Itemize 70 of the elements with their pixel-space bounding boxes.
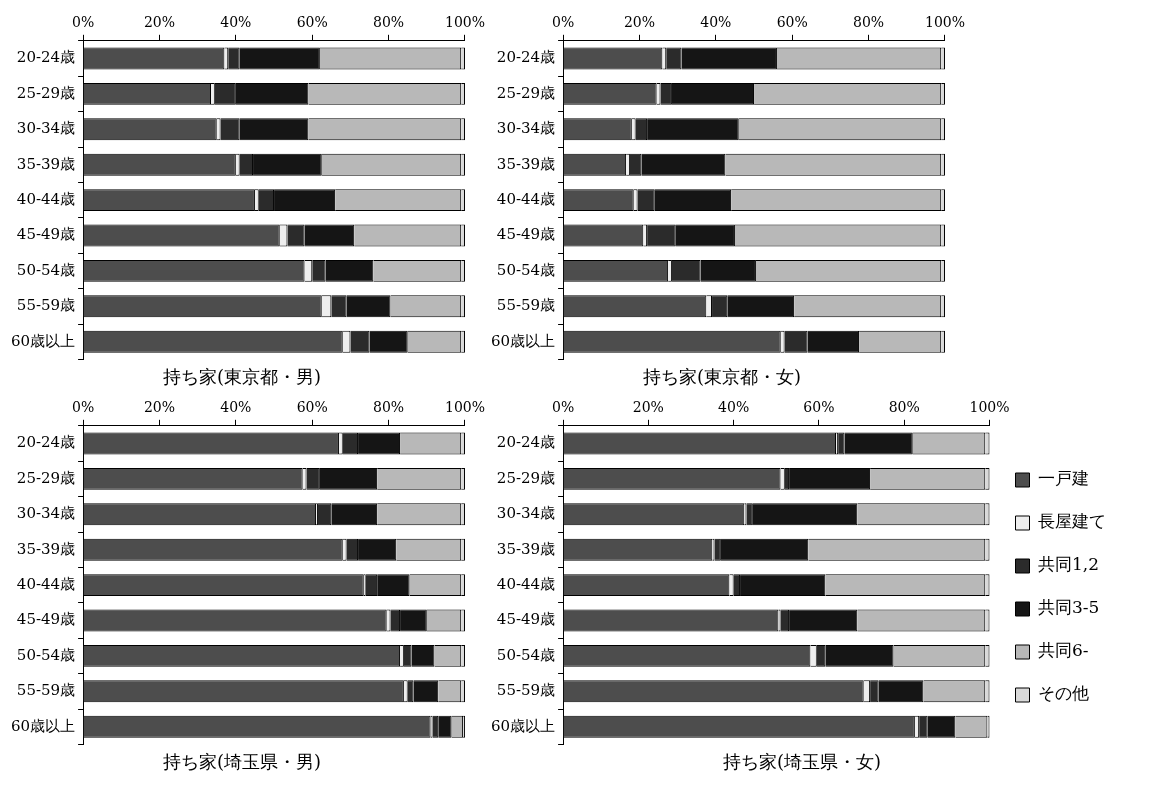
x-tick-label: 60% [776,14,808,31]
y-tick-label: 35-39歳 [496,154,556,173]
x-tick-label: 40% [700,14,732,31]
y-tick-label: 60歳以上 [490,331,556,350]
x-tick-label: 60% [296,14,328,31]
text: 持ち家(東京都・男) [162,365,322,387]
x-tick-label: 100% [969,399,1010,416]
x-tick-label: 0% [71,399,95,416]
y-tick-label: 30-34歳 [16,119,76,138]
y-tick-label: 25-29歳 [496,83,556,102]
legend-label: 一戸建 [1038,468,1089,489]
y-tick-label: 30-34歳 [496,504,556,523]
legend-label: 長屋建て [1038,511,1106,532]
x-tick-label: 100% [924,14,965,31]
y-tick-label: 35-39歳 [16,154,76,173]
y-tick-label: 50-54歳 [16,645,76,664]
y-tick-label: 55-59歳 [16,296,76,315]
y-tick-label: 20-24歳 [16,48,76,67]
x-tick-label: 20% [143,399,176,416]
y-tick-label: 25-29歳 [16,83,76,102]
y-tick-label: 55-59歳 [496,681,556,700]
y-tick-label: 35-39歳 [16,539,76,558]
y-tick-label: 20-24歳 [496,433,556,452]
y-tick-label: 45-49歳 [496,610,556,629]
y-tick-label: 25-29歳 [16,468,76,487]
y-tick-label: 55-59歳 [496,296,556,315]
x-tick-label: 40% [718,399,750,416]
x-tick-label: 80% [373,14,405,31]
x-tick-label: 80% [373,399,405,416]
y-tick-label: 35-39歳 [496,539,556,558]
x-tick-label: 60% [296,399,328,416]
y-tick-label: 40-44歳 [496,189,556,208]
y-tick-label: 25-29歳 [496,468,556,487]
y-tick-label: 20-24歳 [496,48,556,67]
y-tick-label: 60歳以上 [10,716,76,735]
text: 持ち家(東京都・女) [642,365,802,387]
y-tick-label: 45-49歳 [16,225,76,244]
y-tick-label: 50-54歳 [496,260,556,279]
x-tick-label: 80% [853,14,885,31]
text: 持ち家(埼玉県・女) [722,750,882,772]
y-tick-label: 40-44歳 [16,189,76,208]
y-tick-label: 30-34歳 [16,504,76,523]
y-tick-label: 40-44歳 [496,574,556,593]
x-tick-label: 80% [888,399,920,416]
x-tick-label: 100% [444,14,485,31]
x-tick-label: 20% [632,399,664,416]
y-tick-label: 60歳以上 [490,716,556,735]
y-tick-label: 45-49歳 [496,225,556,244]
x-tick-label: 40% [220,14,252,31]
x-tick-label: 0% [551,399,575,416]
y-tick-label: 20-24歳 [16,433,76,452]
y-tick-label: 60歳以上 [10,331,76,350]
y-tick-label: 50-54歳 [16,260,76,279]
y-tick-label: 55-59歳 [16,681,76,700]
x-tick-label: 20% [623,14,656,31]
x-tick-label: 20% [143,14,176,31]
legend-label: 共同3-5 [1038,597,1100,618]
legend-label: その他 [1038,683,1089,704]
x-tick-label: 100% [444,399,485,416]
y-tick-label: 45-49歳 [16,610,76,629]
y-tick-label: 50-54歳 [496,645,556,664]
x-tick-label: 60% [803,399,835,416]
x-tick-label: 40% [220,399,252,416]
legend-label: 共同6- [1038,640,1089,661]
legend-label: 共同1,2 [1038,554,1100,575]
x-tick-label: 0% [71,14,95,31]
y-tick-label: 40-44歳 [16,574,76,593]
x-tick-label: 0% [551,14,575,31]
text: 持ち家(埼玉県・男) [162,750,322,772]
y-tick-label: 30-34歳 [496,119,556,138]
